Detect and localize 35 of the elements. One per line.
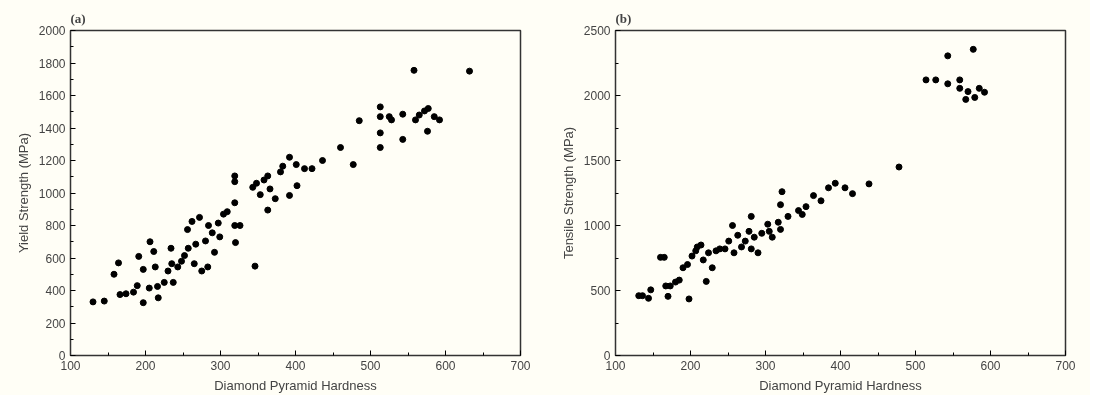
y-axis-title: Tensile Strength (MPa) bbox=[560, 126, 576, 260]
y-tick-label: 200 bbox=[45, 316, 66, 331]
x-tick-label: 600 bbox=[980, 358, 1001, 373]
y-tick-label: 600 bbox=[45, 251, 66, 266]
y-tick-label: 1600 bbox=[38, 89, 66, 103]
y-tick-label: 0 bbox=[603, 349, 611, 363]
x-tick-label: 400 bbox=[830, 358, 851, 373]
x-tick-label: 700 bbox=[1055, 358, 1076, 373]
y-tick-label: 2000 bbox=[583, 89, 611, 103]
y-tick-label: 1000 bbox=[583, 219, 611, 233]
x-tick-label: 600 bbox=[435, 358, 456, 373]
y-tick-label: 2000 bbox=[38, 24, 66, 38]
x-tick-label: 500 bbox=[905, 358, 926, 373]
y-tick-label: 800 bbox=[45, 219, 66, 233]
y-tick-label: 1500 bbox=[583, 154, 611, 168]
y-tick-label: 1800 bbox=[38, 56, 66, 71]
y-tick-label: 1200 bbox=[38, 154, 66, 168]
y-tick-label: 1000 bbox=[38, 186, 66, 201]
y-tick-label: 1400 bbox=[38, 121, 66, 136]
chart-title: (a) bbox=[70, 10, 86, 26]
y-axis-title: Yield Strength (MPa) bbox=[15, 132, 31, 254]
x-tick-label: 200 bbox=[135, 358, 156, 373]
y-tick-label: 500 bbox=[590, 284, 611, 298]
x-axis-title: Diamond Pyramid Hardness bbox=[214, 377, 378, 393]
y-tick-label: 0 bbox=[58, 349, 66, 363]
x-axis-title: Diamond Pyramid Hardness bbox=[759, 377, 923, 393]
chart-title: (b) bbox=[615, 10, 632, 26]
x-tick-label: 500 bbox=[360, 358, 381, 373]
x-tick-label: 300 bbox=[210, 358, 231, 373]
x-tick-label: 200 bbox=[680, 358, 701, 373]
x-tick-label: 300 bbox=[755, 358, 776, 373]
y-tick-label: 2500 bbox=[583, 24, 611, 38]
x-tick-label: 400 bbox=[285, 358, 306, 373]
x-tick-label: 700 bbox=[510, 358, 531, 373]
y-tick-label: 400 bbox=[45, 284, 66, 298]
